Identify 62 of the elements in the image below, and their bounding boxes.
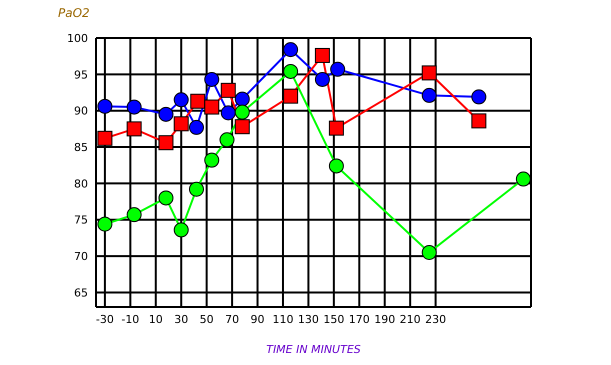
point <box>314 72 330 87</box>
point <box>283 88 298 104</box>
point <box>422 88 437 103</box>
point <box>283 42 298 58</box>
point <box>220 132 235 148</box>
point <box>234 92 250 107</box>
y-tick-label: 65 <box>74 286 88 300</box>
y-tick-label: 100 <box>67 32 88 45</box>
point <box>204 152 220 168</box>
x-tick-label: -30 <box>96 312 114 326</box>
y-tick-label: 95 <box>74 68 88 82</box>
x-tick-label: 170 <box>348 312 370 326</box>
chart-title: PaO2 <box>58 6 90 20</box>
point <box>97 98 112 114</box>
point <box>174 92 189 108</box>
point <box>422 65 437 80</box>
point <box>158 190 174 206</box>
point <box>220 82 236 98</box>
x-axis-title: TIME IN MINUTES <box>266 343 361 356</box>
point <box>234 119 250 134</box>
point <box>204 72 220 87</box>
point <box>516 172 531 187</box>
x-tick-label: 210 <box>400 312 421 326</box>
point <box>188 182 204 197</box>
point <box>174 116 189 132</box>
point <box>188 120 204 135</box>
x-tick-label: -10 <box>121 312 140 326</box>
x-tick-label: 90 <box>250 312 265 326</box>
y-tick-label: 70 <box>74 250 88 264</box>
x-tick-label: 10 <box>148 312 163 326</box>
point <box>328 120 344 136</box>
y-tick-label: 85 <box>74 140 88 154</box>
y-tick-label: 80 <box>74 177 88 190</box>
point <box>330 62 346 77</box>
point <box>471 113 486 128</box>
x-tick-label: 230 <box>425 312 446 326</box>
x-tick-label: 130 <box>298 312 319 326</box>
point <box>204 100 220 115</box>
y-tick-label: 90 <box>74 104 88 118</box>
point <box>158 106 174 122</box>
point <box>328 158 344 174</box>
point <box>97 130 112 146</box>
point <box>174 222 189 238</box>
point <box>234 104 250 120</box>
point <box>158 135 174 150</box>
point <box>97 216 112 232</box>
point <box>471 89 486 104</box>
point <box>283 64 298 79</box>
point <box>220 105 236 120</box>
y-tick-label: 75 <box>74 214 88 227</box>
x-tick-label: 190 <box>374 312 396 326</box>
point <box>314 48 330 63</box>
point <box>126 207 142 222</box>
x-tick-label: 70 <box>225 312 240 326</box>
point <box>126 100 142 115</box>
x-tick-label: 50 <box>200 312 214 326</box>
x-tick-label: 30 <box>174 312 188 326</box>
x-tick-label: 150 <box>323 312 344 326</box>
point <box>422 244 437 260</box>
x-tick-label: 110 <box>272 312 294 326</box>
point <box>126 121 142 136</box>
point <box>190 94 206 109</box>
